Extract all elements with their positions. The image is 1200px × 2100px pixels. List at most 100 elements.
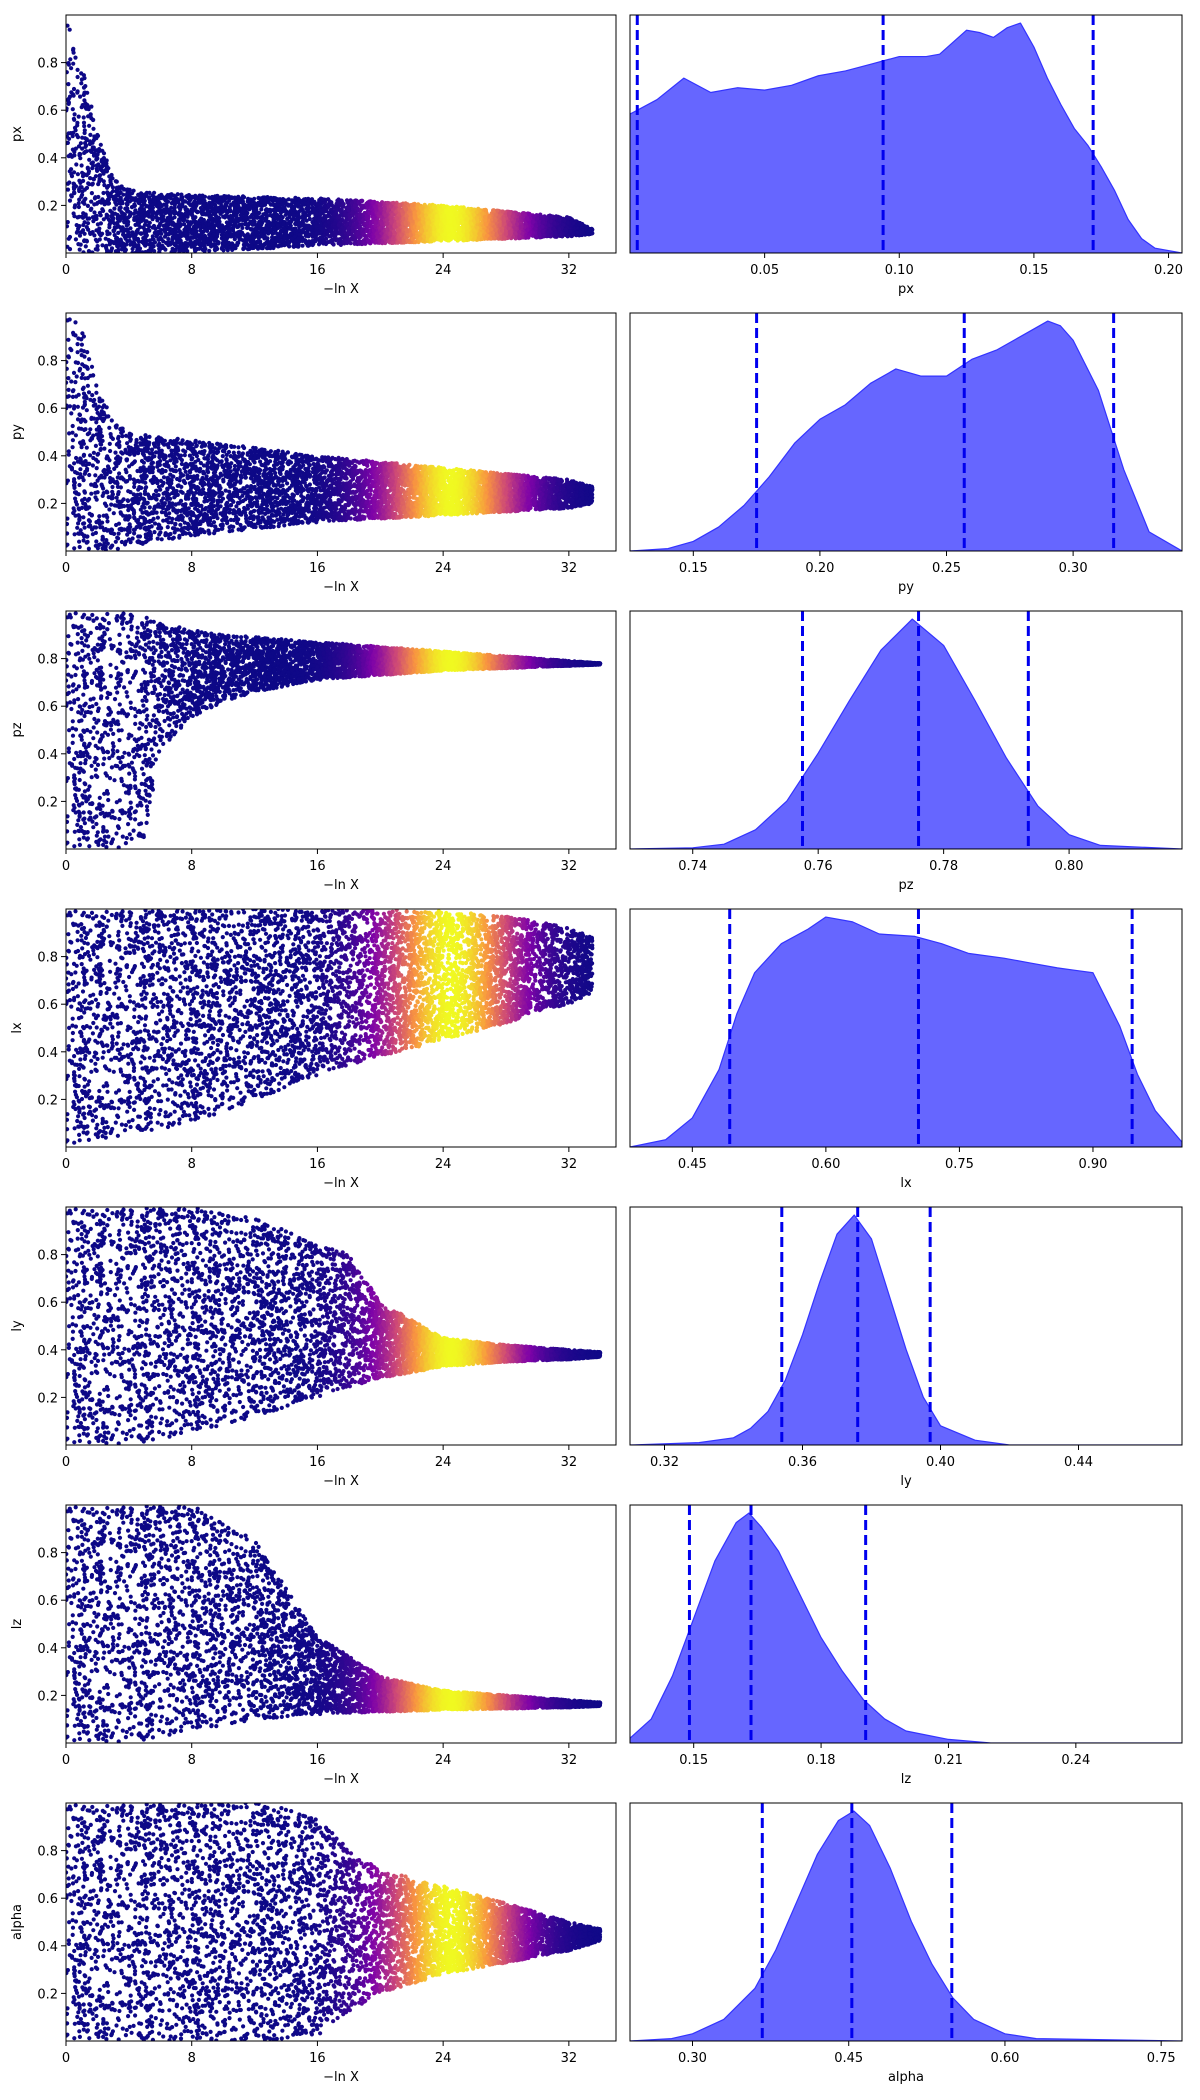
sample-point (219, 229, 224, 234)
sample-point (364, 229, 369, 234)
sample-point (112, 233, 117, 238)
sample-point (102, 199, 107, 204)
sample-point (222, 241, 228, 246)
sample-point (197, 224, 202, 229)
sample-point (238, 229, 243, 234)
sample-point (146, 242, 152, 247)
sample-point (192, 243, 197, 248)
sample-point (562, 218, 567, 224)
sample-point (323, 222, 328, 227)
sample-point (303, 197, 308, 202)
sample-point (162, 234, 168, 239)
sample-point (122, 227, 127, 232)
sample-point (300, 220, 305, 225)
sample-point (193, 205, 198, 210)
sample-point (89, 206, 94, 211)
sample-point (92, 233, 97, 238)
sample-point (98, 142, 103, 147)
sample-point (163, 202, 168, 207)
sample-point (214, 217, 219, 222)
sample-point (141, 194, 146, 199)
sample-point (192, 200, 197, 205)
sample-point (89, 148, 94, 153)
sample-point (141, 200, 146, 205)
sample-point (245, 232, 250, 237)
sample-point (207, 248, 212, 253)
sample-point (79, 77, 84, 82)
sample-point (71, 86, 77, 92)
sample-point (534, 234, 539, 239)
sample-point (304, 213, 309, 218)
sample-point (109, 248, 114, 253)
sample-point (70, 147, 75, 152)
sample-point (217, 221, 222, 226)
sample-point (313, 235, 318, 240)
sample-point (312, 207, 318, 212)
sample-point (119, 239, 124, 244)
sample-point (307, 216, 312, 222)
sample-point (173, 230, 178, 235)
sample-point (584, 225, 589, 230)
sample-point (123, 197, 128, 202)
sample-point (78, 94, 83, 99)
sample-point (86, 227, 91, 232)
sample-point (108, 208, 113, 213)
sample-point (85, 104, 90, 109)
sample-point (79, 71, 84, 76)
sample-point (143, 213, 148, 218)
sample-point (116, 250, 121, 253)
sample-point (70, 107, 75, 112)
sample-point (83, 196, 88, 201)
sample-point (157, 202, 162, 208)
sample-point (83, 141, 88, 146)
sample-point (135, 236, 141, 242)
sample-point (181, 217, 187, 222)
sample-point (336, 201, 341, 206)
sample-point (138, 208, 144, 214)
sample-point (104, 212, 109, 217)
sample-point (271, 245, 276, 251)
sample-point (92, 210, 97, 215)
sample-point (113, 179, 118, 184)
sample-point (285, 216, 290, 221)
sample-point (285, 221, 290, 226)
sample-point (107, 225, 112, 230)
sample-point (213, 210, 218, 215)
sample-point (195, 220, 200, 225)
sample-point (100, 148, 105, 153)
sample-point (350, 225, 355, 230)
sample-point (329, 217, 334, 222)
sample-point (119, 215, 124, 221)
sample-point (220, 245, 225, 250)
sample-point (75, 90, 80, 95)
sample-point (106, 166, 111, 171)
sample-point (173, 225, 178, 230)
sample-point (565, 233, 570, 239)
sample-point (273, 203, 279, 208)
sample-point (82, 130, 87, 136)
sample-point (239, 222, 244, 227)
sample-point (173, 200, 178, 205)
sample-point (293, 238, 299, 243)
sample-point (132, 244, 137, 249)
sample-point (101, 170, 106, 175)
sample-point (307, 211, 312, 216)
sample-point (195, 210, 200, 215)
sample-point (198, 218, 203, 223)
sample-point (76, 114, 81, 119)
sample-point (211, 228, 216, 233)
sample-point (189, 244, 194, 249)
sample-point (108, 179, 113, 185)
sample-point (557, 217, 562, 222)
sample-point (113, 211, 118, 216)
sample-point (337, 215, 342, 220)
sample-point (110, 218, 115, 223)
sample-point (361, 203, 366, 208)
sample-point (222, 237, 228, 243)
sample-point (73, 55, 78, 60)
sample-point (69, 193, 74, 198)
sample-point (135, 249, 140, 253)
sample-point (75, 74, 80, 80)
sample-point (352, 241, 357, 246)
